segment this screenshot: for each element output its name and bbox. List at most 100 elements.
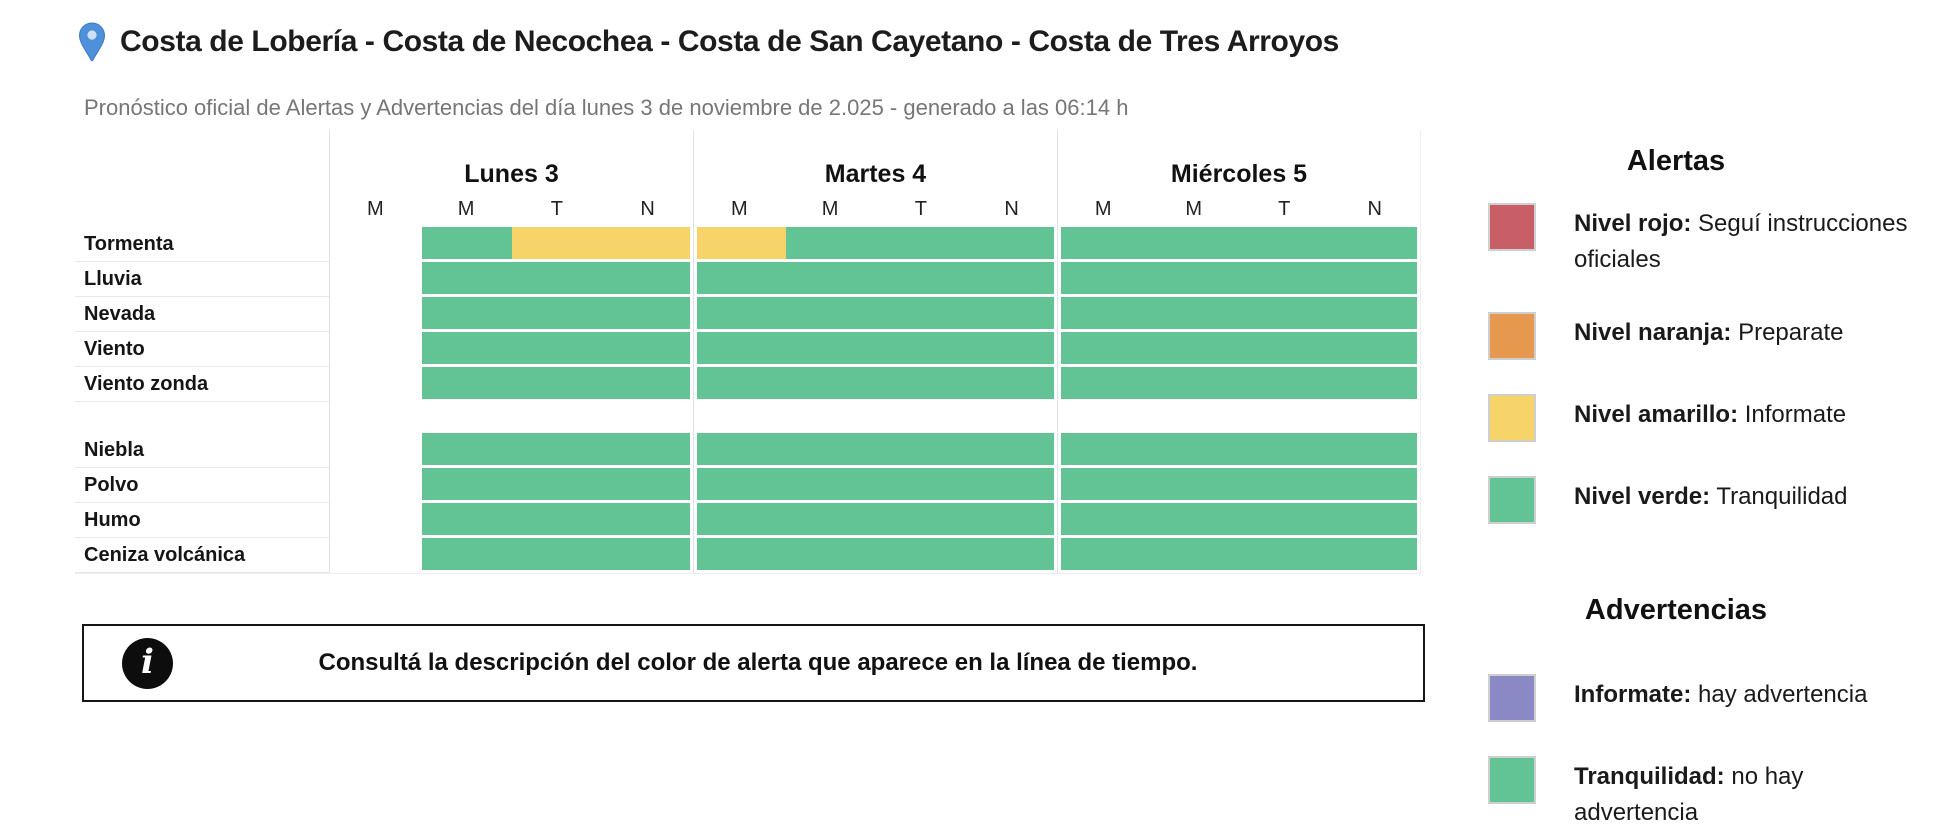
timeline-cell[interactable] (1239, 367, 1328, 399)
timeline-cell[interactable] (1328, 262, 1417, 294)
timeline-cell[interactable] (1150, 503, 1239, 535)
timeline-cell[interactable] (786, 297, 876, 329)
timeline-cell[interactable] (786, 503, 876, 535)
timeline-cell[interactable] (600, 297, 690, 329)
timeline-cell[interactable] (600, 262, 690, 294)
timeline-cell[interactable] (600, 468, 690, 500)
timeline-cell[interactable] (1061, 538, 1150, 570)
timeline-cell[interactable] (422, 367, 512, 399)
timeline-cell[interactable] (875, 262, 965, 294)
timeline-cell[interactable] (1239, 468, 1328, 500)
timeline-cell[interactable] (786, 468, 876, 500)
timeline-cell[interactable] (697, 227, 787, 259)
timeline-cell[interactable] (422, 297, 512, 329)
timeline-cell[interactable] (964, 262, 1054, 294)
timeline-cell[interactable] (1061, 262, 1150, 294)
timeline-cell[interactable] (600, 332, 690, 364)
timeline-cell[interactable] (697, 262, 787, 294)
timeline-cell[interactable] (697, 332, 787, 364)
timeline-cell[interactable] (1150, 262, 1239, 294)
timeline-cell[interactable] (964, 297, 1054, 329)
timeline-cell[interactable] (600, 433, 690, 465)
timeline-cell[interactable] (1061, 367, 1150, 399)
timeline-cell[interactable] (1239, 503, 1328, 535)
timeline-cell[interactable] (875, 367, 965, 399)
timeline-cell[interactable] (1150, 538, 1239, 570)
timeline-cell[interactable] (1328, 433, 1417, 465)
timeline-cell[interactable] (964, 367, 1054, 399)
timeline-cell[interactable] (600, 227, 690, 259)
timeline-cell[interactable] (964, 503, 1054, 535)
timeline-cell[interactable] (422, 227, 512, 259)
timeline-cell[interactable] (786, 332, 876, 364)
timeline-cell[interactable] (511, 227, 601, 259)
timeline-cell[interactable] (875, 332, 965, 364)
timeline-cell[interactable] (1061, 297, 1150, 329)
timeline-cell[interactable] (697, 433, 787, 465)
timeline-cell[interactable] (1239, 227, 1328, 259)
timeline-cell[interactable] (1150, 367, 1239, 399)
timeline-cell[interactable] (786, 262, 876, 294)
timeline-cell[interactable] (1328, 297, 1417, 329)
timeline-cell[interactable] (1328, 468, 1417, 500)
legend-swatch-informate- (1488, 674, 1536, 722)
timeline-cell[interactable] (875, 538, 965, 570)
timeline-cell[interactable] (600, 503, 690, 535)
timeline-cell[interactable] (697, 297, 787, 329)
timeline-cell[interactable] (697, 468, 787, 500)
timeline-cell[interactable] (964, 227, 1054, 259)
timeline-cell[interactable] (511, 367, 601, 399)
timeline-cell[interactable] (1328, 503, 1417, 535)
timeline-cell[interactable] (786, 367, 876, 399)
timeline-cell[interactable] (1239, 297, 1328, 329)
timeline-cell[interactable] (697, 503, 787, 535)
timeline-cell[interactable] (422, 433, 512, 465)
timeline-cell[interactable] (875, 503, 965, 535)
timeline-cell[interactable] (511, 538, 601, 570)
timeline-cell[interactable] (1328, 367, 1417, 399)
timeline-cell[interactable] (786, 538, 876, 570)
timeline-cell[interactable] (511, 433, 601, 465)
timeline-cell[interactable] (1150, 433, 1239, 465)
timeline-cell[interactable] (511, 332, 601, 364)
timeline-cell[interactable] (511, 297, 601, 329)
timeline-cell[interactable] (875, 297, 965, 329)
timeline-cell[interactable] (964, 468, 1054, 500)
timeline-cell[interactable] (786, 227, 876, 259)
timeline-cell[interactable] (511, 262, 601, 294)
timeline-cell[interactable] (1150, 332, 1239, 364)
timeline-cell[interactable] (422, 262, 512, 294)
timeline-cell[interactable] (875, 227, 965, 259)
timeline-cell[interactable] (1239, 332, 1328, 364)
timeline-cell[interactable] (600, 367, 690, 399)
timeline-cell[interactable] (1150, 468, 1239, 500)
timeline-cell[interactable] (1239, 262, 1328, 294)
timeline-cell[interactable] (964, 332, 1054, 364)
timeline-cell[interactable] (511, 468, 601, 500)
timeline-cell[interactable] (1061, 468, 1150, 500)
timeline-cell[interactable] (964, 433, 1054, 465)
timeline-cell[interactable] (1150, 227, 1239, 259)
timeline-cell[interactable] (1061, 227, 1150, 259)
timeline-cell[interactable] (875, 433, 965, 465)
timeline-cell[interactable] (1239, 538, 1328, 570)
timeline-cell[interactable] (964, 538, 1054, 570)
timeline-cell[interactable] (1328, 227, 1417, 259)
timeline-cell[interactable] (1061, 433, 1150, 465)
timeline-cell[interactable] (511, 503, 601, 535)
timeline-cell[interactable] (697, 367, 787, 399)
timeline-cell[interactable] (1150, 297, 1239, 329)
timeline-cell[interactable] (422, 332, 512, 364)
timeline-cell[interactable] (1328, 332, 1417, 364)
timeline-cell[interactable] (422, 538, 512, 570)
timeline-cell[interactable] (786, 433, 876, 465)
timeline-cell[interactable] (875, 468, 965, 500)
timeline-cell[interactable] (1239, 433, 1328, 465)
timeline-cell[interactable] (600, 538, 690, 570)
timeline-cell[interactable] (1061, 503, 1150, 535)
timeline-cell[interactable] (422, 468, 512, 500)
timeline-cell[interactable] (1328, 538, 1417, 570)
timeline-cell[interactable] (697, 538, 787, 570)
timeline-cell[interactable] (1061, 332, 1150, 364)
timeline-cell[interactable] (422, 503, 512, 535)
